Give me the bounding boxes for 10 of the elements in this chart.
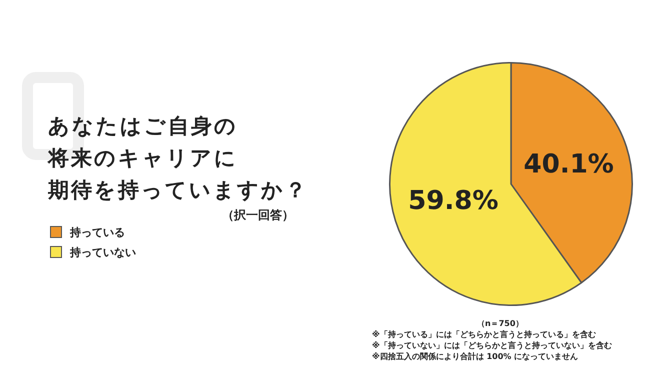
text: ※「持っていない」には「どちらかと言うと持っていない」を含む bbox=[372, 340, 612, 351]
text: あなたはご自身の将来のキャリアに期待を持っていますか？ bbox=[48, 113, 308, 204]
legend-label: 持っていない bbox=[68, 244, 136, 260]
text: （n＝750） bbox=[476, 318, 524, 329]
data-label: 59.8% bbox=[408, 186, 498, 216]
text: ※四捨五入の関係により合計は 100% になっていません bbox=[372, 351, 580, 362]
text: （択一回答） bbox=[222, 207, 294, 224]
data-label: 40.1% bbox=[524, 149, 614, 180]
legend-label: 持っている bbox=[68, 224, 126, 240]
text: ※「持っている」には「どちらかと言うと持っている」を含む bbox=[372, 329, 597, 340]
